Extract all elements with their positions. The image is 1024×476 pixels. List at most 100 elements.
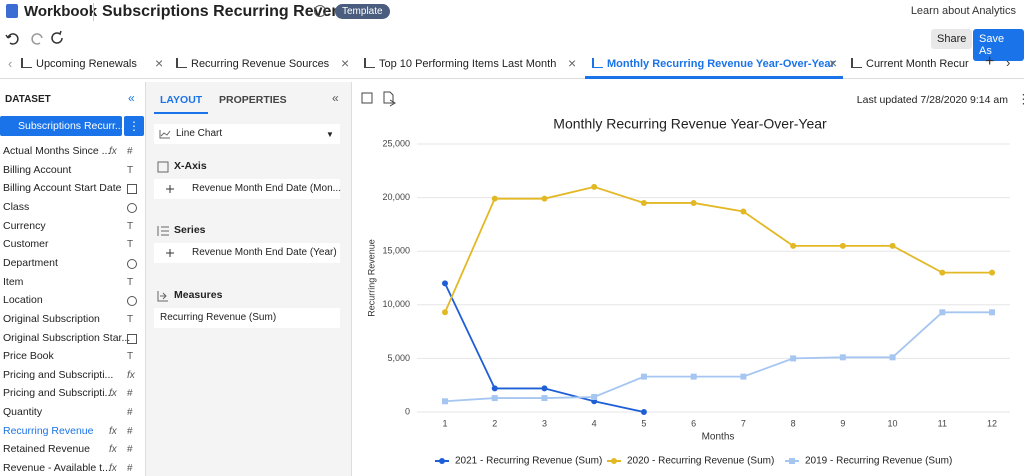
field-label: Class bbox=[3, 200, 30, 213]
dataset-panel: DATASET « Subscriptions Recurr... ⋮ Actu… bbox=[0, 82, 146, 476]
tab[interactable]: Current Month Recur bbox=[866, 58, 969, 70]
tab-close[interactable]: × bbox=[829, 55, 838, 71]
collapse[interactable]: « bbox=[332, 91, 339, 105]
x-tick-label: 1 bbox=[442, 418, 447, 428]
collapse[interactable]: « bbox=[128, 91, 135, 105]
tab-border bbox=[0, 78, 1024, 79]
save-as-button[interactable]: Save As bbox=[973, 29, 1024, 61]
field[interactable]: Revenue - Available t... fx # bbox=[3, 462, 141, 474]
field[interactable]: Item T bbox=[3, 276, 141, 288]
field-type-icon: T bbox=[127, 220, 134, 232]
print-icon[interactable] bbox=[361, 92, 373, 104]
point bbox=[640, 199, 647, 206]
point bbox=[790, 242, 797, 249]
point bbox=[591, 393, 598, 400]
measure-field[interactable]: Recurring Revenue (Sum) bbox=[154, 308, 340, 328]
export-icon[interactable] bbox=[383, 91, 396, 107]
dataset-menu[interactable]: ⋮ bbox=[124, 116, 144, 136]
field[interactable]: Currency T bbox=[3, 220, 141, 232]
tab-prev[interactable]: ‹ bbox=[8, 56, 13, 71]
field-type-icon: fx bbox=[127, 369, 135, 381]
field[interactable]: Quantity # bbox=[3, 406, 141, 418]
x-axis-label: Months bbox=[702, 432, 735, 443]
field[interactable]: Original Subscription T bbox=[3, 313, 141, 325]
tab-close[interactable]: × bbox=[341, 55, 350, 71]
x-tick-label: 3 bbox=[542, 418, 547, 428]
field-type-icon: T bbox=[127, 276, 134, 288]
tab-close[interactable]: × bbox=[155, 55, 164, 71]
chart-title: Monthly Recurring Revenue Year-Over-Year bbox=[553, 116, 827, 132]
legend-marker bbox=[789, 458, 795, 464]
line-chart-icon bbox=[159, 130, 171, 139]
field-type-icon: # bbox=[127, 388, 133, 400]
point bbox=[889, 354, 896, 361]
add-tab[interactable]: + bbox=[985, 53, 995, 70]
undo[interactable] bbox=[5, 33, 19, 45]
field-type-icon: fx bbox=[109, 463, 117, 475]
share-button[interactable]: Share bbox=[931, 29, 973, 49]
tab-close[interactable]: × bbox=[568, 55, 577, 71]
field[interactable]: Price Book T bbox=[3, 350, 141, 362]
y-tick-label: 5,000 bbox=[387, 353, 410, 363]
point bbox=[442, 309, 448, 316]
field-label: Revenue - Available t... bbox=[3, 462, 111, 475]
field[interactable]: Billing Account Start Date bbox=[3, 182, 141, 195]
series-field[interactable]: Revenue Month End Date (Year) bbox=[154, 243, 340, 263]
y-tick-label: 10,000 bbox=[382, 299, 410, 309]
field[interactable]: Pricing and Subscripti... fx # bbox=[3, 387, 141, 399]
hierarchy-icon bbox=[127, 202, 137, 213]
history-toolbar bbox=[5, 30, 63, 45]
field[interactable]: Retained Revenue fx # bbox=[3, 443, 141, 455]
workbook-title: Subscriptions Recurring Revenue bbox=[102, 3, 360, 20]
tab[interactable]: Upcoming Renewals bbox=[36, 58, 137, 70]
info-icon[interactable] bbox=[314, 5, 326, 17]
chart: Last updated 7/28/2020 9:14 am ⋮ Monthly… bbox=[361, 91, 1024, 467]
point bbox=[839, 242, 846, 249]
more-menu[interactable]: ⋮ bbox=[1017, 91, 1024, 106]
divider bbox=[93, 3, 94, 21]
point bbox=[690, 199, 697, 206]
field[interactable]: Actual Months Since ... fx # bbox=[3, 145, 141, 157]
point bbox=[640, 409, 647, 415]
field-label: Pricing and Subscripti... bbox=[3, 368, 114, 381]
tab-icon bbox=[592, 58, 603, 68]
point bbox=[591, 183, 598, 190]
tab-icon bbox=[176, 58, 187, 68]
point bbox=[491, 395, 498, 402]
layout-tab[interactable]: LAYOUT bbox=[160, 94, 203, 106]
hierarchy-icon bbox=[127, 258, 137, 269]
tab-next[interactable]: › bbox=[1006, 55, 1011, 70]
tab-icon bbox=[851, 58, 862, 68]
active-tab-underline bbox=[585, 76, 843, 79]
field[interactable]: Class bbox=[3, 201, 141, 213]
dataset-selected[interactable]: Subscriptions Recurr... bbox=[0, 116, 124, 136]
refresh[interactable] bbox=[51, 30, 63, 44]
chart-type-select[interactable]: Line Chart bbox=[154, 124, 340, 144]
legend-label: 2020 - Recurring Revenue (Sum) bbox=[627, 456, 774, 467]
tab[interactable]: Top 10 Performing Items Last Month bbox=[379, 58, 557, 70]
x-axis-field[interactable]: Revenue Month End Date (Mon... bbox=[154, 179, 341, 199]
field[interactable]: Customer T bbox=[3, 238, 141, 250]
field[interactable]: Pricing and Subscripti... fx bbox=[3, 369, 141, 381]
field[interactable]: Department bbox=[3, 257, 141, 269]
field[interactable]: Billing Account T bbox=[3, 164, 141, 176]
field[interactable]: Location bbox=[3, 294, 141, 307]
x-tick-label: 8 bbox=[791, 418, 796, 428]
series-line bbox=[444, 282, 645, 413]
panel-icons bbox=[157, 130, 174, 302]
field-label: Department bbox=[3, 256, 58, 269]
tab[interactable]: Monthly Recurring Revenue Year-Over-Year bbox=[607, 58, 835, 70]
x-tick-label: 9 bbox=[840, 418, 845, 428]
field-type-icon: fx bbox=[109, 388, 117, 400]
learn-link[interactable]: Learn about Analytics bbox=[910, 5, 1016, 17]
dataset-title: DATASET bbox=[5, 94, 51, 105]
field[interactable]: Original Subscription Star... bbox=[3, 332, 141, 344]
field-label: Original Subscription bbox=[3, 312, 100, 325]
point bbox=[541, 385, 548, 392]
properties-tab[interactable]: PROPERTIES bbox=[219, 94, 287, 106]
redo[interactable] bbox=[31, 33, 43, 45]
legend-label: 2019 - Recurring Revenue (Sum) bbox=[805, 456, 952, 467]
hierarchy-icon bbox=[127, 296, 137, 307]
tab[interactable]: Recurring Revenue Sources bbox=[191, 58, 330, 70]
field[interactable]: Recurring Revenue fx # bbox=[3, 425, 141, 437]
